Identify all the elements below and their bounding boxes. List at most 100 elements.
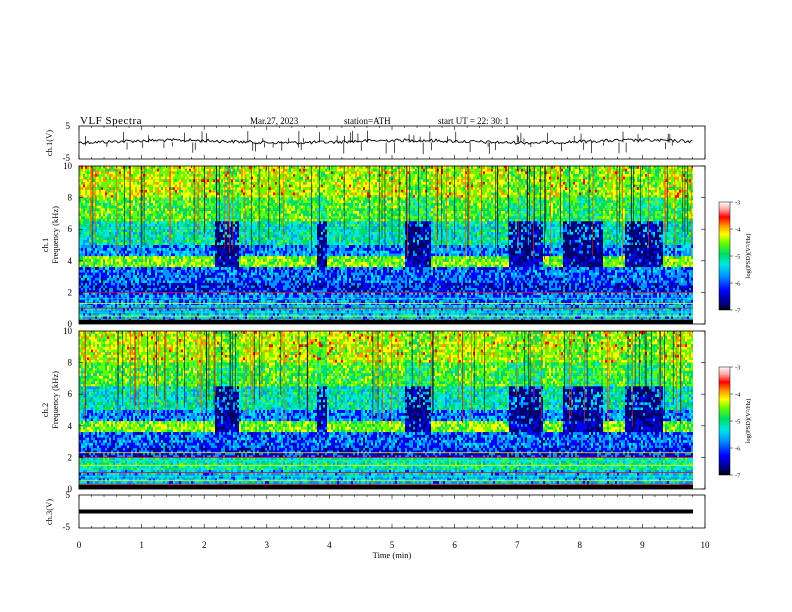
- spectrogram-cell: [157, 223, 160, 227]
- spectrogram-cell: [165, 277, 168, 281]
- spectrogram-cell: [219, 216, 222, 219]
- spectrogram-cell: [171, 287, 174, 291]
- spectrogram-cell: [139, 315, 142, 319]
- spectrogram-cell: [121, 258, 124, 262]
- spectrogram-cell: [217, 226, 220, 230]
- spectrogram-cell: [197, 184, 200, 188]
- spectrogram-cell: [201, 258, 204, 262]
- spectrogram-cell: [159, 223, 162, 227]
- spectrogram-cell: [107, 250, 110, 254]
- spectrogram-cell: [145, 218, 148, 222]
- spectrogram-cell: [133, 264, 136, 268]
- spectrogram-cell: [223, 168, 226, 172]
- spectrogram-cell: [87, 205, 90, 209]
- spectrogram-cell: [105, 305, 108, 308]
- spectrogram-cell: [93, 223, 96, 227]
- spectrogram-cell: [225, 210, 228, 214]
- spectrogram-cell: [87, 221, 90, 225]
- spectrogram-cell: [213, 315, 216, 319]
- spectrogram-cell: [235, 226, 238, 230]
- spectrogram-cell: [103, 305, 106, 308]
- spectrogram-cell: [233, 280, 236, 284]
- spectrogram-cell: [95, 272, 98, 276]
- spectrogram-cell: [177, 307, 180, 311]
- spectrogram-cell: [157, 226, 160, 230]
- spectrogram-cell: [183, 187, 186, 190]
- spectrogram-cell: [93, 210, 96, 214]
- spectrogram-cell: [173, 195, 176, 198]
- spectrogram-cell: [239, 181, 242, 185]
- spectrogram-cell: [177, 275, 180, 278]
- spectrogram-cell: [127, 208, 130, 211]
- spectrogram-cell: [143, 250, 146, 254]
- spectrogram-cell: [155, 221, 158, 225]
- spectrogram-cell: [161, 202, 164, 206]
- spectrogram-cell: [91, 221, 94, 225]
- spectrogram-cell: [231, 247, 234, 251]
- spectrogram-cell: [185, 179, 188, 182]
- spectrogram-cell: [111, 256, 114, 260]
- spectrogram-cell: [95, 192, 98, 196]
- spectrogram-cell: [229, 166, 232, 169]
- spectrogram-cell: [175, 229, 178, 232]
- spectrogram-cell: [117, 307, 120, 311]
- spectrogram-cell: [163, 267, 166, 270]
- spectrogram-cell: [155, 250, 158, 254]
- spectrogram-cell: [231, 197, 234, 201]
- spectrogram-cell: [199, 245, 202, 248]
- spectrogram-cell: [105, 264, 108, 268]
- spectrogram-cell: [235, 282, 238, 286]
- spectrogram-cell: [197, 223, 200, 227]
- spectrogram-cell: [227, 264, 230, 268]
- spectrogram-cell: [165, 305, 168, 308]
- spectrogram-cell: [181, 195, 184, 198]
- spectrogram-cell: [215, 282, 218, 286]
- spectrogram-cell: [181, 261, 184, 265]
- spectrogram-cell: [159, 210, 162, 214]
- spectrogram-cell: [225, 197, 228, 201]
- spectrogram-cell: [93, 305, 96, 308]
- spectrogram-cell: [159, 287, 162, 291]
- spectrogram-cell: [207, 229, 210, 232]
- spectrogram-cell: [87, 267, 90, 270]
- spectrogram-cell: [111, 282, 114, 286]
- spectrogram-cell: [227, 245, 230, 248]
- spectrogram-cell: [117, 247, 120, 251]
- spectrogram-cell: [177, 173, 180, 177]
- spectrogram-cell: [167, 210, 170, 214]
- spectrogram-cell: [229, 247, 232, 251]
- spectrogram-cell: [87, 275, 90, 278]
- spectrogram-cell: [139, 221, 142, 225]
- spectrogram-cell: [171, 305, 174, 308]
- spectrogram-cell: [235, 179, 238, 182]
- spectrogram-cell: [101, 250, 104, 254]
- spectrogram-cell: [201, 305, 204, 308]
- spectrogram-cell: [135, 176, 138, 180]
- spectrogram-cell: [177, 221, 180, 225]
- spectrogram-cell: [107, 245, 110, 248]
- spectrogram-cell: [111, 173, 114, 177]
- spectrogram-cell: [105, 202, 108, 206]
- spectrogram-cell: [133, 173, 136, 177]
- spectrogram-cell: [221, 256, 224, 260]
- spectrogram-cell: [107, 223, 110, 227]
- spectrogram-cell: [177, 305, 180, 308]
- spectrogram-cell: [207, 176, 210, 180]
- spectrogram-cell: [125, 218, 128, 222]
- spectrogram-cell: [201, 218, 204, 222]
- spectrogram-cell: [81, 226, 84, 230]
- spectrogram-cell: [119, 171, 122, 175]
- spectrogram-cell: [213, 234, 216, 238]
- spectrogram-cell: [111, 229, 114, 232]
- spectrogram-cell: [191, 250, 194, 254]
- spectrogram-cell: [163, 168, 166, 172]
- spectrogram-cell: [83, 264, 86, 268]
- spectrogram-cell: [109, 247, 112, 251]
- spectrogram-cell: [125, 202, 128, 206]
- spectrogram-cell: [147, 242, 150, 246]
- spectrogram-cell: [179, 234, 182, 238]
- spectrogram-cell: [209, 221, 212, 225]
- spectrogram-cell: [173, 216, 176, 219]
- spectrogram-cell: [109, 223, 112, 227]
- spectrogram-cell: [199, 229, 202, 232]
